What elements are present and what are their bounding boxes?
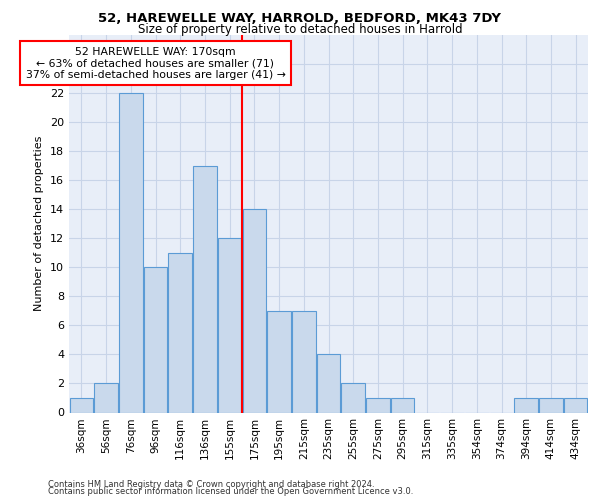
Text: Contains public sector information licensed under the Open Government Licence v3: Contains public sector information licen…: [48, 487, 413, 496]
Bar: [242, 209, 266, 412]
Bar: [119, 93, 143, 412]
Bar: [292, 311, 316, 412]
Bar: [94, 384, 118, 412]
Bar: [169, 253, 192, 412]
Bar: [564, 398, 587, 412]
Bar: [391, 398, 415, 412]
Text: 52, HAREWELLE WAY, HARROLD, BEDFORD, MK43 7DY: 52, HAREWELLE WAY, HARROLD, BEDFORD, MK4…: [98, 12, 502, 26]
Bar: [70, 398, 93, 412]
Bar: [317, 354, 340, 412]
Bar: [366, 398, 389, 412]
Bar: [193, 166, 217, 412]
Bar: [268, 311, 291, 412]
Bar: [341, 384, 365, 412]
Bar: [514, 398, 538, 412]
Text: Contains HM Land Registry data © Crown copyright and database right 2024.: Contains HM Land Registry data © Crown c…: [48, 480, 374, 489]
Bar: [144, 268, 167, 412]
Bar: [539, 398, 563, 412]
Y-axis label: Number of detached properties: Number of detached properties: [34, 136, 44, 312]
Bar: [218, 238, 241, 412]
Text: Size of property relative to detached houses in Harrold: Size of property relative to detached ho…: [137, 22, 463, 36]
Text: 52 HAREWELLE WAY: 170sqm
← 63% of detached houses are smaller (71)
37% of semi-d: 52 HAREWELLE WAY: 170sqm ← 63% of detach…: [26, 46, 286, 80]
